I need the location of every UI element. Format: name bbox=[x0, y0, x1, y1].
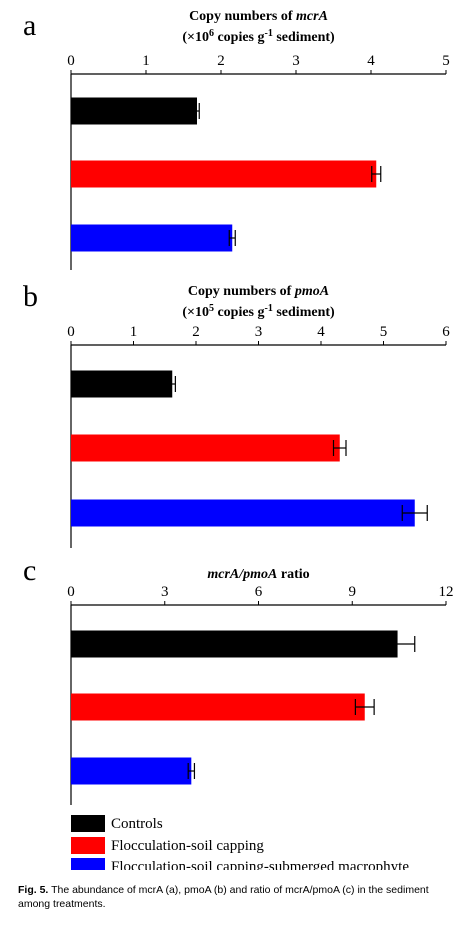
figure: a Copy numbers of mcrA(×106 copies g-1 se… bbox=[23, 9, 454, 870]
x-tick-label: 4 bbox=[317, 324, 325, 340]
x-tick-label: 2 bbox=[217, 53, 225, 69]
title-unit-post: sediment) bbox=[273, 305, 335, 320]
x-tick-label: 9 bbox=[349, 584, 357, 600]
chart-title: mcrA/pmoA ratio bbox=[207, 567, 309, 582]
title-unit-exponent: 5 bbox=[209, 303, 214, 314]
caption-text: The abundance of mcrA (a), pmoA (b) and … bbox=[18, 884, 429, 910]
x-tick-label: 12 bbox=[439, 584, 454, 600]
title-unit-mid: copies g bbox=[214, 30, 265, 45]
x-tick-label: 6 bbox=[442, 324, 450, 340]
chart-panel-a: a Copy numbers of mcrA (×106 copies g-1 se… bbox=[23, 9, 450, 270]
x-tick-label: 3 bbox=[255, 324, 263, 340]
chart-panel-b: b Copy numbers of pmoA(×105 copies g-1 se… bbox=[23, 280, 450, 548]
panel-letter: c bbox=[23, 554, 36, 587]
title-unit-post: sediment) bbox=[273, 30, 335, 45]
figure-caption: Fig. 5. The abundance of mcrA (a), pmoA … bbox=[18, 883, 458, 911]
title-unit-exponent-2: -1 bbox=[265, 28, 273, 39]
x-tick-label: 3 bbox=[292, 53, 300, 69]
title-text: Copy numbers of bbox=[189, 9, 296, 24]
caption-fig-label: Fig. 5. bbox=[18, 884, 49, 896]
legend-swatch bbox=[71, 815, 105, 832]
bar bbox=[71, 160, 377, 188]
legend-label: Controls bbox=[111, 816, 163, 832]
title-unit-exponent-2: -1 bbox=[265, 303, 273, 314]
x-tick-label: 4 bbox=[367, 53, 375, 69]
bar bbox=[71, 757, 192, 785]
panel-letter: a bbox=[23, 9, 36, 42]
chart-title-line2: (×106 copies g-1 sediment) bbox=[182, 28, 335, 45]
x-tick-label: 2 bbox=[192, 324, 200, 340]
bar bbox=[71, 97, 197, 125]
x-tick-label: 1 bbox=[130, 324, 138, 340]
x-tick-label: 6 bbox=[255, 584, 263, 600]
title-unit-pre: (×10 bbox=[182, 305, 209, 320]
legend-swatch bbox=[71, 858, 105, 870]
title-text: ratio bbox=[277, 567, 309, 582]
title-gene: mcrA/pmoA bbox=[207, 567, 277, 582]
bar bbox=[71, 224, 233, 252]
title-gene: pmoA bbox=[294, 284, 329, 299]
x-tick-label: 0 bbox=[67, 324, 75, 340]
legend-swatch bbox=[71, 837, 105, 854]
legend-label: Flocculation-soil capping bbox=[111, 838, 264, 854]
legend: Controls Flocculation-soil capping Floccul… bbox=[71, 815, 409, 870]
title-unit-pre: (×10 bbox=[182, 30, 209, 45]
x-tick-label: 0 bbox=[67, 584, 75, 600]
chart-title-line1: Copy numbers of mcrA bbox=[189, 9, 328, 24]
chart-title-line2: (×105 copies g-1 sediment) bbox=[182, 303, 335, 320]
x-tick-label: 5 bbox=[380, 324, 388, 340]
panel-letter: b bbox=[23, 280, 38, 313]
bar bbox=[71, 370, 173, 398]
x-tick-label: 5 bbox=[442, 53, 450, 69]
bar bbox=[71, 499, 415, 527]
title-unit-exponent: 6 bbox=[209, 28, 214, 39]
title-text: Copy numbers of bbox=[188, 284, 295, 299]
chart-title-line1: Copy numbers of pmoA bbox=[188, 284, 329, 299]
bar bbox=[71, 693, 365, 721]
title-gene: mcrA bbox=[296, 9, 328, 24]
bar bbox=[71, 434, 340, 462]
x-tick-label: 1 bbox=[142, 53, 150, 69]
chart-panel-c: c mcrA/pmoA ratio 0 3 6 9 12 bbox=[23, 554, 454, 805]
x-tick-label: 0 bbox=[67, 53, 75, 69]
bar bbox=[71, 630, 398, 658]
legend-label: Flocculation-soil capping-submerged macr… bbox=[111, 859, 409, 870]
title-unit-mid: copies g bbox=[214, 305, 265, 320]
x-tick-label: 3 bbox=[161, 584, 169, 600]
